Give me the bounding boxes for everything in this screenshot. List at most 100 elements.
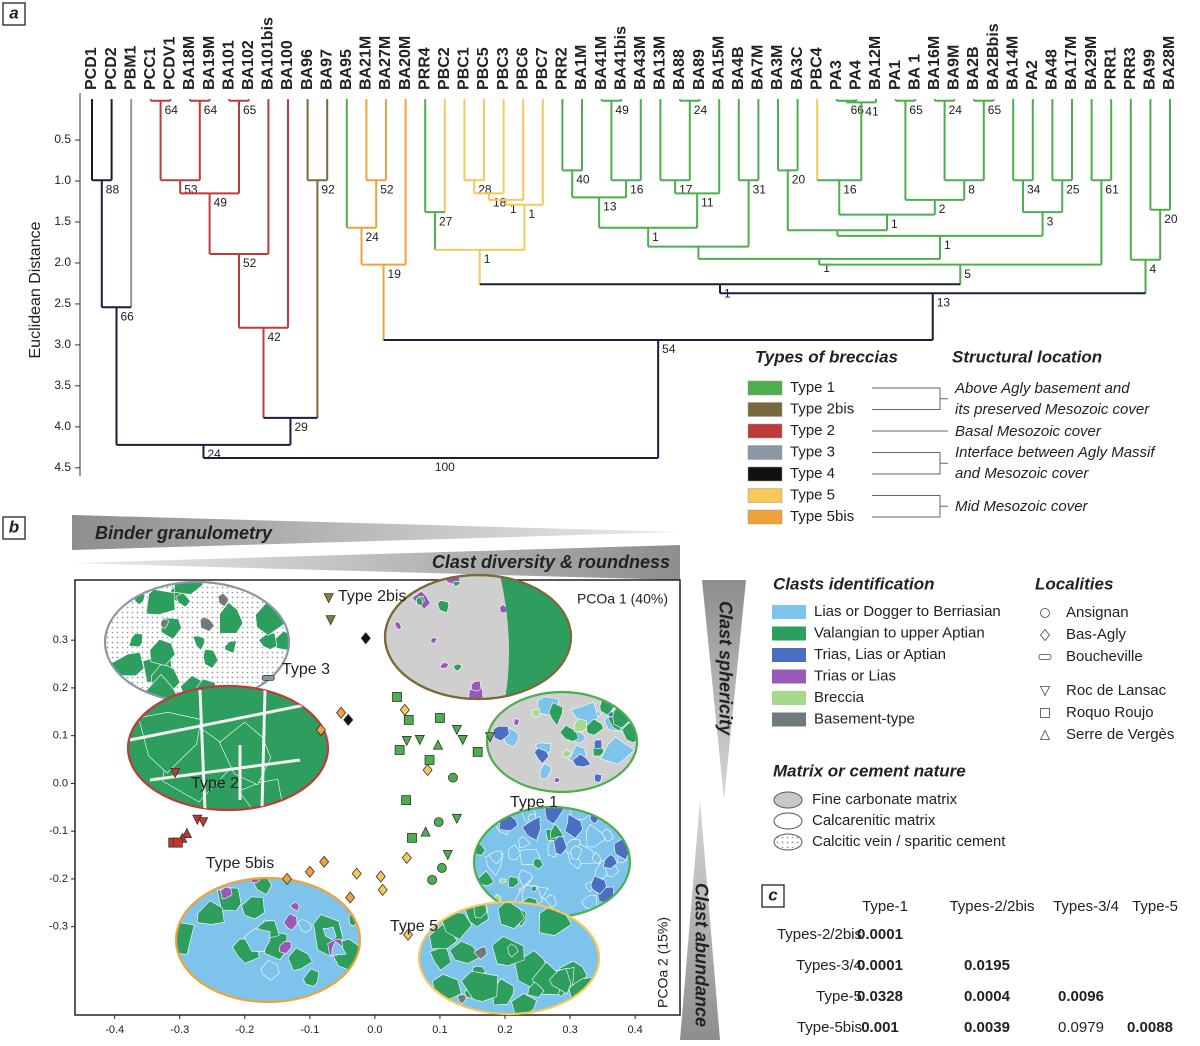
y-tick-label: 1.5 [54, 214, 71, 228]
leaf-label: BA48 [1044, 49, 1061, 90]
point [377, 883, 388, 897]
x-tick-label: -0.4 [105, 1024, 124, 1036]
support-label: 49 [214, 195, 228, 209]
point [261, 674, 275, 681]
bracket [872, 495, 948, 518]
support-label: 52 [380, 182, 394, 196]
leaf-label: BA100 [279, 40, 296, 90]
clast [593, 773, 602, 783]
gradient-wedge [702, 580, 746, 800]
clast [518, 836, 531, 849]
point [336, 706, 347, 719]
clast [531, 885, 538, 892]
support-label: 65 [988, 103, 1002, 117]
support-label: 1 [484, 252, 491, 266]
clast [507, 876, 520, 888]
leaf-label: BA3C [789, 46, 806, 90]
support-label: 18 [493, 195, 507, 209]
legend-label: Serre de Vergès [1066, 726, 1174, 743]
legend-title: Structural location [952, 347, 1102, 366]
leaf-label: BA96 [299, 49, 316, 90]
clast [602, 854, 618, 869]
leaf-label: PBC5 [475, 47, 492, 90]
panel-label-box [2, 516, 26, 540]
clast [600, 736, 636, 765]
point [304, 865, 315, 878]
legend-label: Calcarenitic matrix [812, 812, 936, 829]
leaf-label: PCD1 [83, 47, 100, 90]
legend-symbol [1040, 608, 1050, 618]
support-label: 41 [865, 105, 879, 119]
legend-swatch [747, 423, 783, 439]
leaf-label: PA3 [828, 60, 845, 90]
leaf-label: PA1 [887, 60, 904, 90]
clast [394, 620, 402, 631]
support-label: 20 [792, 173, 806, 187]
leaf-label: BA15M [710, 36, 727, 90]
clast [570, 845, 583, 860]
point [437, 863, 447, 873]
clast [128, 632, 143, 648]
x-tick-label: -0.3 [170, 1024, 189, 1036]
support-label: 64 [204, 103, 218, 117]
clast [175, 592, 191, 608]
legend-label: Type 2bis [790, 400, 854, 417]
legend-label: Trias, Lias or Aptian [814, 646, 946, 663]
leaf-label: BA2B [965, 46, 982, 90]
support-label: 4 [1150, 262, 1157, 276]
legend-title: Types of breccias [755, 347, 898, 366]
legend-label: Fine carbonate matrix [812, 791, 958, 808]
clast [553, 834, 568, 856]
support-label: 24 [949, 103, 963, 117]
point [484, 732, 496, 743]
point [403, 928, 414, 941]
clast [561, 748, 573, 758]
leaf-label: BA14M [1004, 36, 1021, 90]
leaf-label: BA1M [573, 45, 590, 90]
legend-label: Type 3 [790, 443, 835, 460]
leaf-label: BA28M [1161, 36, 1178, 90]
legend-title: Clasts identification [773, 574, 935, 593]
legend-swatch [772, 691, 806, 705]
clast [518, 869, 534, 887]
point [401, 736, 412, 747]
cell: 0.0195 [964, 957, 1010, 974]
leaf-label: PA2 [1024, 60, 1041, 90]
cell: 0.0979 [1058, 1019, 1104, 1036]
panel-label: b [9, 517, 19, 536]
leaf-label: BA18M [181, 36, 198, 90]
clast [176, 920, 195, 955]
clast [219, 602, 244, 634]
clast [549, 968, 572, 995]
leaf-label: BA97 [318, 49, 335, 90]
point [319, 855, 330, 868]
support-label: 1 [652, 230, 659, 244]
legend-swatch [772, 712, 806, 727]
clast [192, 635, 206, 651]
point [198, 817, 209, 828]
support-label: 16 [630, 182, 644, 196]
support-label: 66 [121, 309, 135, 323]
y-tick-label: -0.3 [49, 921, 68, 933]
legend-swatch [747, 466, 783, 482]
legend-label: Valangian to upper Aptian [814, 624, 985, 641]
support-label: 1 [944, 238, 951, 252]
y-tick-label: 0.1 [53, 730, 68, 742]
support-label: 27 [439, 214, 453, 228]
clast [289, 901, 300, 912]
legend-symbol [1038, 654, 1052, 660]
leaf-label: PCDV1 [162, 37, 179, 90]
clast [258, 632, 278, 650]
leaf-label: BA43M [632, 36, 649, 90]
x-tick-label: 0.2 [497, 1024, 512, 1036]
point [457, 735, 468, 746]
clast [548, 702, 564, 727]
support-label: 88 [106, 182, 120, 196]
leaf-label: BA17M [1063, 36, 1080, 90]
leaf-label: BA27M [377, 36, 394, 90]
series-label: Type 2 [191, 775, 239, 792]
point [435, 713, 445, 723]
illustration-border [383, 573, 573, 701]
support-label: 16 [843, 182, 857, 196]
point [414, 735, 425, 746]
